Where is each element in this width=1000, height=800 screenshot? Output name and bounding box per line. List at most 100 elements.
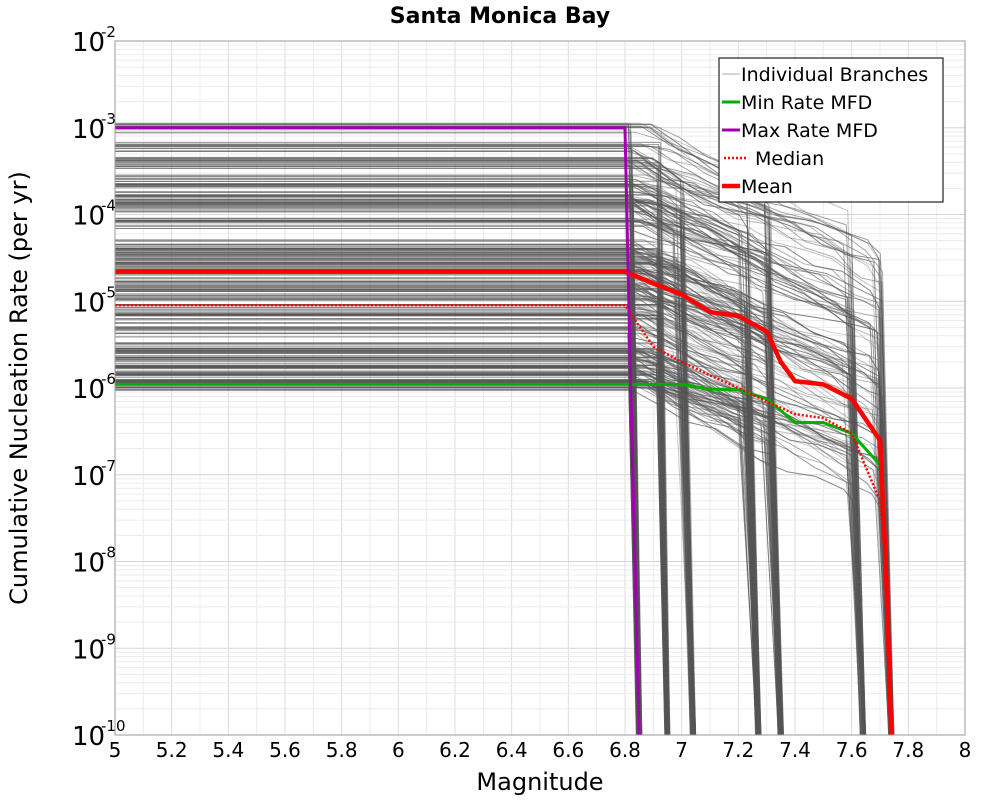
legend-label: Median [755, 148, 824, 170]
branch-line [115, 222, 780, 736]
x-tick-label: 5.4 [212, 738, 244, 762]
branch-line [115, 295, 867, 736]
branch-line [115, 224, 866, 736]
x-tick-label: 7.6 [836, 738, 868, 762]
branch-line [115, 167, 668, 736]
branch-line [115, 262, 759, 736]
branch-line [115, 269, 895, 736]
branch-line [115, 178, 894, 736]
branch-line [115, 295, 892, 736]
y-tick-exponent: -9 [101, 630, 116, 648]
branch-line [115, 365, 892, 736]
branch-line [115, 143, 892, 736]
branch-line [115, 307, 695, 736]
branch-line [115, 163, 783, 736]
y-tick-exponent: -2 [101, 23, 116, 41]
branch-line [115, 246, 862, 736]
y-tick-exponent: -8 [101, 544, 116, 562]
branch-line [115, 277, 762, 736]
y-tick-exponent: -6 [101, 370, 116, 388]
branch-line [115, 314, 783, 736]
y-tick-exponent: -3 [101, 110, 116, 128]
branch-line [115, 158, 760, 736]
x-tick-label: 7.4 [779, 738, 811, 762]
branch-line [115, 367, 784, 736]
series-mean-line [115, 269, 894, 736]
branch-line [115, 259, 891, 736]
branch-line [115, 386, 781, 736]
branch-line [115, 259, 893, 736]
branch-line [115, 211, 666, 736]
branch-line [115, 313, 759, 736]
branch-line [115, 195, 894, 736]
branch-line [115, 311, 667, 736]
x-tick-label: 8 [959, 738, 972, 762]
branch-line [115, 191, 864, 736]
y-tick-label: 10 [72, 375, 105, 405]
branch-line [115, 367, 666, 736]
series-median-line [115, 303, 893, 736]
branch-line [115, 370, 781, 736]
legend-label: Individual Branches [741, 64, 928, 86]
x-axis-ticks: 5 5.2 5.4 5.6 5.8 6 6.2 6.4 6.6 6.8 7 7.2 7.4 7.6 7.8 8 [109, 738, 972, 762]
branch-line [115, 257, 780, 736]
branch-line [115, 387, 780, 736]
branch-line [115, 283, 784, 736]
branch-line [115, 374, 642, 736]
branch-line [115, 186, 864, 736]
chart-title: Santa Monica Bay [390, 4, 610, 29]
y-tick-label: 10 [72, 288, 105, 318]
series-lines [115, 126, 894, 736]
branch-line [115, 269, 782, 736]
branch-line [115, 250, 784, 736]
branch-line [115, 243, 783, 736]
branch-line [115, 184, 891, 736]
branch-line [115, 314, 695, 736]
y-tick-exponent: -4 [101, 197, 116, 215]
branch-line [115, 183, 642, 736]
branch-line [115, 297, 783, 736]
series-max-rate-mfd-line [115, 126, 641, 736]
branch-line [115, 185, 666, 736]
branch-line [115, 264, 865, 736]
branch-line [115, 228, 693, 736]
branch-line [115, 272, 866, 736]
branch-line [115, 261, 892, 736]
branch-line [115, 183, 864, 736]
branch-line [115, 351, 783, 736]
x-tick-label: 6.8 [609, 738, 641, 762]
y-tick-label: 10 [72, 462, 105, 492]
branch-line [115, 147, 642, 736]
branch-line [115, 159, 893, 736]
branch-line [115, 356, 890, 736]
branch-line [115, 156, 782, 736]
branch-line [115, 281, 891, 736]
x-tick-label: 5 [109, 738, 122, 762]
x-tick-label: 7.8 [892, 738, 924, 762]
y-tick-label: 10 [72, 549, 105, 579]
branch-line [115, 164, 782, 736]
x-tick-label: 6.2 [439, 738, 471, 762]
legend-label: Mean [741, 176, 793, 198]
branch-line [115, 148, 641, 736]
branch-line [115, 184, 780, 736]
branch-line [115, 264, 693, 736]
branch-line [115, 318, 667, 736]
branch-line [115, 162, 670, 736]
y-tick-label: 10 [72, 722, 105, 752]
branch-line [115, 201, 861, 736]
x-tick-label: 5.8 [326, 738, 358, 762]
branch-line [115, 362, 693, 736]
branch-line [115, 145, 669, 736]
x-tick-label: 5.2 [156, 738, 188, 762]
x-tick-label: 6.6 [552, 738, 584, 762]
branch-line [115, 175, 863, 736]
branch-line [115, 343, 895, 736]
branch-line [115, 248, 784, 736]
branch-line [115, 359, 867, 736]
legend-label: Max Rate MFD [741, 120, 878, 142]
branch-line [115, 251, 784, 736]
legend-label: Min Rate MFD [741, 92, 872, 114]
x-axis-label: Magnitude [476, 768, 603, 796]
branch-line [115, 178, 781, 736]
